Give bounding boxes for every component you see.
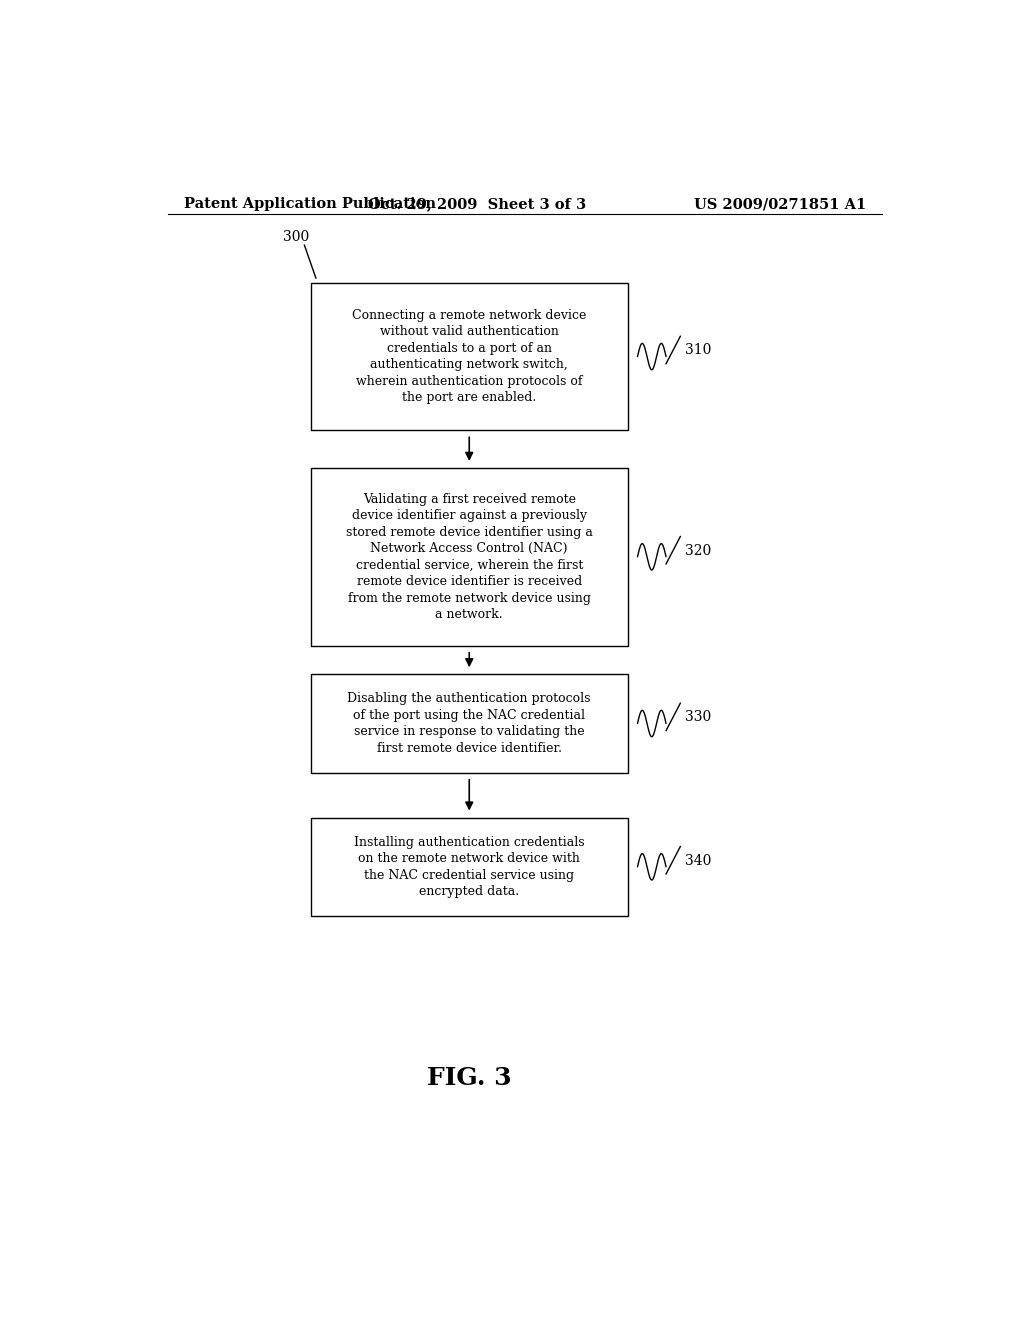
Text: Patent Application Publication: Patent Application Publication bbox=[183, 197, 435, 211]
Text: Installing authentication credentials
on the remote network device with
the NAC : Installing authentication credentials on… bbox=[354, 836, 585, 898]
Text: 300: 300 bbox=[283, 230, 309, 244]
FancyBboxPatch shape bbox=[310, 282, 628, 430]
Text: Oct. 29, 2009  Sheet 3 of 3: Oct. 29, 2009 Sheet 3 of 3 bbox=[368, 197, 587, 211]
Text: Disabling the authentication protocols
of the port using the NAC credential
serv: Disabling the authentication protocols o… bbox=[347, 692, 591, 755]
Text: FIG. 3: FIG. 3 bbox=[427, 1067, 512, 1090]
Text: 340: 340 bbox=[685, 854, 712, 867]
FancyBboxPatch shape bbox=[310, 467, 628, 645]
FancyBboxPatch shape bbox=[310, 817, 628, 916]
Text: US 2009/0271851 A1: US 2009/0271851 A1 bbox=[694, 197, 866, 211]
Text: 330: 330 bbox=[685, 710, 712, 725]
Text: 320: 320 bbox=[685, 544, 712, 558]
Text: Validating a first received remote
device identifier against a previously
stored: Validating a first received remote devic… bbox=[346, 492, 593, 622]
FancyBboxPatch shape bbox=[310, 675, 628, 772]
Text: Connecting a remote network device
without valid authentication
credentials to a: Connecting a remote network device witho… bbox=[352, 309, 587, 404]
Text: 310: 310 bbox=[685, 343, 712, 358]
